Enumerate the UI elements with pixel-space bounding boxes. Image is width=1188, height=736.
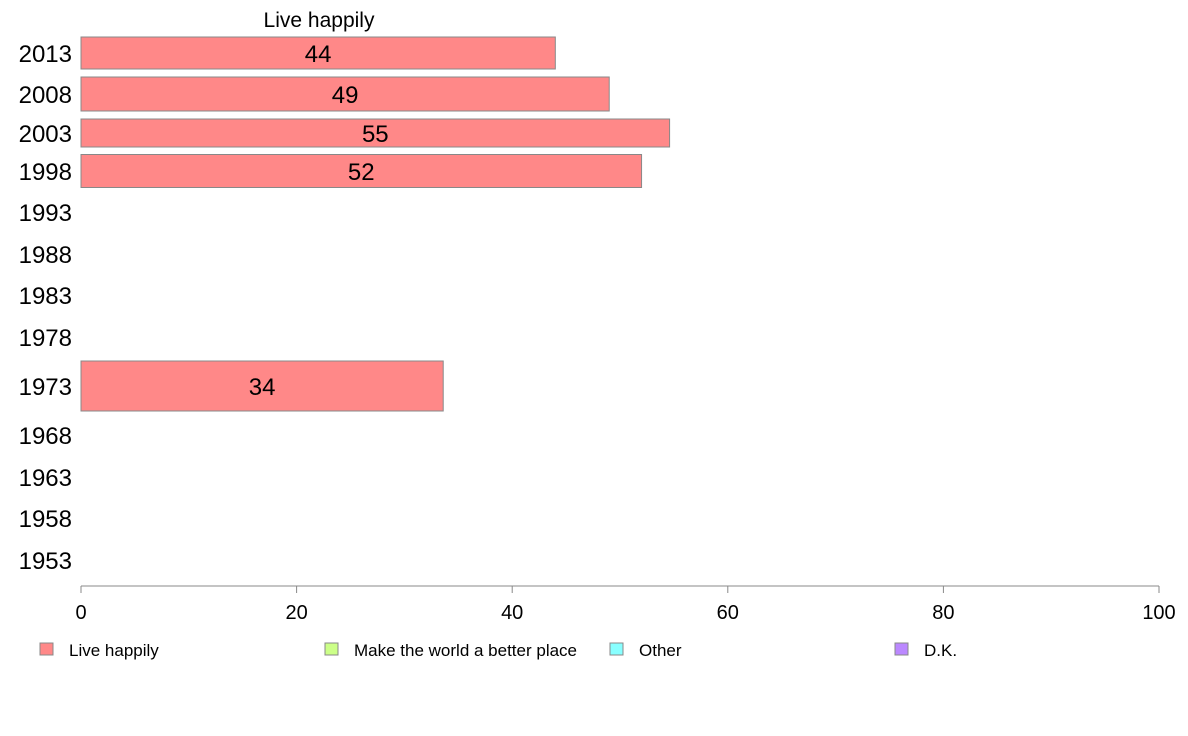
y-tick-label: 2003	[19, 121, 72, 148]
y-tick-label: 2008	[19, 82, 72, 109]
bar-value-label: 52	[348, 159, 375, 186]
legend-swatch	[324, 642, 339, 656]
x-tick-label: 40	[501, 602, 523, 624]
y-tick-label: 1988	[19, 242, 72, 269]
legend-swatch	[39, 642, 54, 656]
x-axis: 0 20 40 60 80 100	[75, 585, 1176, 624]
y-tick-label: 1958	[19, 506, 72, 533]
bar-value-label: 49	[332, 82, 359, 109]
y-axis: 2013 2008 2003 1998 1993 1988 1983 1978 1973 1968…	[19, 41, 72, 575]
y-tick-label: 1963	[19, 465, 72, 492]
bar	[80, 154, 643, 188]
y-tick-label: 1993	[19, 200, 72, 227]
y-tick-label: 2013	[19, 41, 72, 68]
y-tick-label: 1953	[19, 548, 72, 575]
x-tick-label: 60	[717, 602, 739, 624]
bar-value-label: 34	[249, 374, 276, 401]
bar	[80, 118, 671, 148]
y-tick-label: 1998	[19, 159, 72, 186]
bar	[80, 360, 444, 412]
legend-label: Live happily	[69, 641, 159, 660]
legend-label: D.K.	[924, 641, 957, 660]
bar	[80, 76, 610, 112]
x-tick-label: 0	[75, 602, 86, 624]
y-tick-label: 1983	[19, 283, 72, 310]
bar-value-label: 55	[362, 121, 389, 148]
x-tick-label: 100	[1142, 602, 1175, 624]
x-tick-label: 20	[285, 602, 307, 624]
y-tick-label: 1978	[19, 325, 72, 352]
y-tick-label: 1968	[19, 423, 72, 450]
bar	[80, 36, 556, 70]
x-tick-label: 80	[932, 602, 954, 624]
legend-swatch	[609, 642, 624, 656]
legend-label: Make the world a better place	[354, 641, 577, 660]
legend-label: Other	[639, 641, 682, 660]
legend-swatch	[894, 642, 909, 656]
y-tick-label: 1973	[19, 374, 72, 401]
chart-title: Live happily	[264, 9, 375, 32]
bar-value-label: 44	[305, 41, 332, 68]
legend: Live happily Make the world a better plac…	[39, 641, 957, 660]
